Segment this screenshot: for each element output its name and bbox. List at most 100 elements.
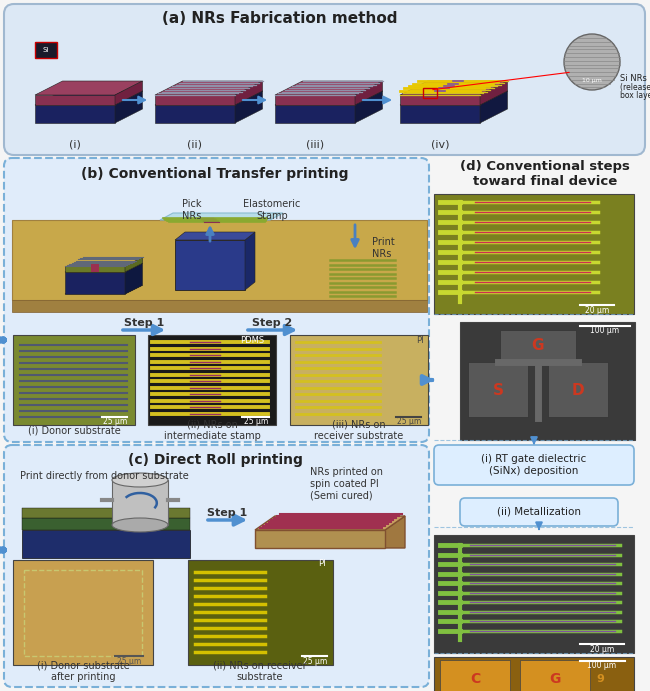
- Polygon shape: [255, 516, 405, 530]
- Polygon shape: [115, 81, 142, 105]
- Text: G: G: [532, 337, 544, 352]
- Polygon shape: [355, 91, 382, 123]
- Bar: [35, 42, 57, 58]
- Text: (ii) Metallization: (ii) Metallization: [497, 507, 581, 517]
- Polygon shape: [355, 81, 382, 105]
- Bar: [434, 535, 634, 653]
- Text: PDMS: PDMS: [240, 336, 264, 345]
- Text: 25 μm: 25 μm: [117, 656, 141, 665]
- Text: 100 μm: 100 μm: [588, 661, 617, 670]
- Polygon shape: [275, 95, 355, 105]
- Bar: [520, 660, 590, 691]
- Text: (a) NRs Fabrication method: (a) NRs Fabrication method: [162, 10, 398, 26]
- Text: 20 μm: 20 μm: [590, 645, 614, 654]
- Bar: [13, 335, 135, 425]
- Text: box layer): box layer): [620, 91, 650, 100]
- Text: Step 1: Step 1: [207, 508, 247, 518]
- Bar: [434, 194, 634, 314]
- Text: (i) Donor substrate: (i) Donor substrate: [27, 425, 120, 435]
- Circle shape: [564, 34, 620, 90]
- Polygon shape: [155, 105, 235, 123]
- Polygon shape: [480, 81, 508, 105]
- Polygon shape: [400, 95, 480, 105]
- Polygon shape: [245, 232, 255, 290]
- Text: (i) RT gate dielectric
(SiNx) deposition: (i) RT gate dielectric (SiNx) deposition: [482, 454, 586, 476]
- Text: (ii) NRs on
intermediate stamp: (ii) NRs on intermediate stamp: [164, 419, 261, 441]
- Text: Si NRs: Si NRs: [620, 73, 647, 82]
- Polygon shape: [155, 91, 263, 105]
- Text: PI: PI: [318, 560, 326, 569]
- Text: (iv): (iv): [431, 139, 449, 149]
- Polygon shape: [160, 213, 283, 220]
- Bar: [24, 570, 142, 656]
- Text: 9: 9: [596, 674, 604, 684]
- Polygon shape: [400, 105, 480, 123]
- Polygon shape: [65, 266, 125, 272]
- Polygon shape: [125, 263, 142, 294]
- Bar: [548, 362, 608, 417]
- Polygon shape: [125, 257, 142, 272]
- FancyBboxPatch shape: [4, 158, 429, 442]
- Text: 25 μm: 25 μm: [244, 417, 268, 426]
- Polygon shape: [255, 530, 385, 548]
- Text: 100 μm: 100 μm: [590, 325, 619, 334]
- Polygon shape: [35, 81, 142, 95]
- Text: Step 1: Step 1: [124, 318, 164, 328]
- Polygon shape: [35, 105, 115, 123]
- Polygon shape: [155, 95, 235, 105]
- Text: G: G: [549, 672, 561, 686]
- Text: 25 μm: 25 μm: [103, 417, 127, 426]
- Text: (ii): (ii): [187, 139, 203, 149]
- Bar: [500, 330, 576, 360]
- Polygon shape: [65, 263, 142, 272]
- Polygon shape: [275, 91, 382, 105]
- Bar: [460, 322, 635, 440]
- FancyBboxPatch shape: [4, 4, 645, 155]
- Text: 20 μm: 20 μm: [585, 305, 609, 314]
- Polygon shape: [65, 285, 142, 294]
- Polygon shape: [400, 91, 508, 105]
- Bar: [22, 530, 190, 558]
- Polygon shape: [400, 81, 508, 95]
- Bar: [468, 362, 528, 417]
- Bar: [12, 300, 427, 312]
- Polygon shape: [235, 91, 263, 123]
- Text: D: D: [572, 383, 584, 397]
- Text: (i) Donor substrate
after printing: (i) Donor substrate after printing: [36, 660, 129, 682]
- Bar: [22, 518, 190, 530]
- Bar: [423, 88, 437, 98]
- Text: (d) Conventional steps
toward final device: (d) Conventional steps toward final devi…: [460, 160, 630, 188]
- Text: Elastomeric
Stamp: Elastomeric Stamp: [243, 199, 301, 221]
- Bar: [290, 335, 428, 425]
- Text: (ii) NRs on receiver
substrate: (ii) NRs on receiver substrate: [213, 660, 307, 682]
- Polygon shape: [480, 91, 508, 123]
- Polygon shape: [115, 91, 142, 123]
- Text: PI: PI: [417, 336, 424, 345]
- Bar: [175, 240, 245, 290]
- Polygon shape: [65, 272, 125, 294]
- Bar: [13, 560, 153, 665]
- Text: (iii): (iii): [306, 139, 324, 149]
- Ellipse shape: [112, 473, 168, 487]
- Text: Print
NRs: Print NRs: [372, 237, 395, 259]
- Polygon shape: [175, 232, 255, 240]
- Text: Pick
NRs: Pick NRs: [182, 199, 202, 221]
- Polygon shape: [275, 81, 382, 95]
- Text: Print directly from donor substrate: Print directly from donor substrate: [20, 471, 188, 481]
- Bar: [148, 335, 276, 425]
- Bar: [440, 660, 510, 691]
- Bar: [22, 508, 190, 518]
- Text: 10 μm: 10 μm: [582, 77, 602, 82]
- Ellipse shape: [112, 518, 168, 532]
- Text: (i): (i): [69, 139, 81, 149]
- Text: NRs printed on
spin coated PI
(Semi cured): NRs printed on spin coated PI (Semi cure…: [310, 467, 383, 500]
- Text: Step 2: Step 2: [252, 318, 292, 328]
- Polygon shape: [35, 91, 142, 105]
- Text: (c) Direct Roll printing: (c) Direct Roll printing: [127, 453, 302, 467]
- Text: (b) Conventional Transfer printing: (b) Conventional Transfer printing: [81, 167, 349, 181]
- Text: S: S: [493, 383, 504, 397]
- Polygon shape: [155, 81, 263, 95]
- Bar: [112, 480, 168, 525]
- Bar: [91, 264, 99, 272]
- Text: 25 μm: 25 μm: [397, 417, 421, 426]
